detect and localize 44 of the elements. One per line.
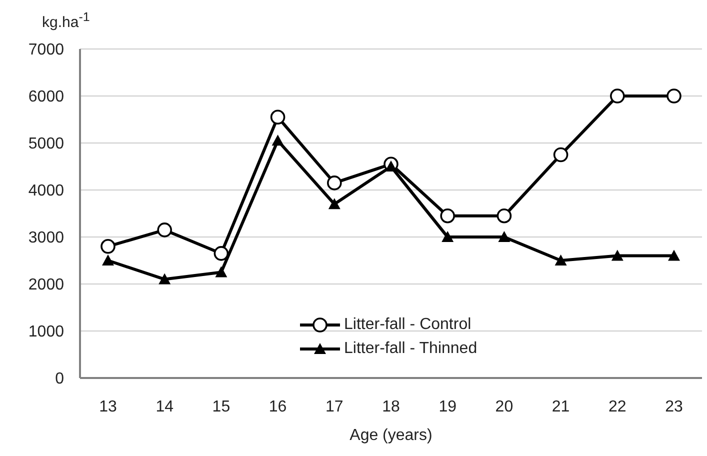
y-tick-label: 2000 xyxy=(28,276,64,294)
x-tick-label: 21 xyxy=(552,398,570,416)
y-tick-label: 0 xyxy=(55,370,64,388)
y-tick-label: 5000 xyxy=(28,136,64,153)
point xyxy=(496,208,512,224)
x-axis-title: Age (years) xyxy=(350,427,432,444)
x-tick-label: 19 xyxy=(438,398,457,416)
x-tick-label: 20 xyxy=(495,398,514,416)
y-tick-label: 4000 xyxy=(28,182,64,200)
x-tick-label: 17 xyxy=(326,398,344,416)
x-tick-label: 14 xyxy=(156,398,174,416)
x-tick-label: 18 xyxy=(382,398,400,416)
point xyxy=(668,250,680,261)
point xyxy=(498,231,510,242)
legend-label: Litter-fall - Control xyxy=(344,316,472,334)
point xyxy=(214,246,229,261)
point xyxy=(270,110,286,125)
x-tick-label: 15 xyxy=(212,398,230,416)
y-tick-label: 1000 xyxy=(28,324,64,341)
point xyxy=(272,134,284,146)
point xyxy=(327,176,342,190)
y-tick-label: 6000 xyxy=(28,88,64,106)
point xyxy=(100,239,116,254)
point xyxy=(158,273,171,284)
point xyxy=(440,208,455,224)
point xyxy=(102,254,114,266)
point xyxy=(553,147,568,162)
x-tick-label: 23 xyxy=(665,398,683,416)
point xyxy=(328,198,340,210)
point xyxy=(385,160,397,172)
x-tick-label: 13 xyxy=(99,398,117,416)
point xyxy=(610,88,625,104)
y-axis-title: kg.ha$^{-1}$ xyxy=(42,10,90,31)
y-tick-label: 7000 xyxy=(28,42,64,59)
point xyxy=(442,231,454,242)
x-tick-label: 22 xyxy=(608,398,626,416)
y-tick-label: 3000 xyxy=(28,230,64,247)
point xyxy=(666,88,682,104)
point xyxy=(215,266,228,278)
legend-label: Litter-fall - Thinned xyxy=(344,340,478,358)
point xyxy=(611,250,624,261)
point xyxy=(554,254,567,266)
x-tick-label: 16 xyxy=(268,398,287,416)
point xyxy=(157,222,172,238)
